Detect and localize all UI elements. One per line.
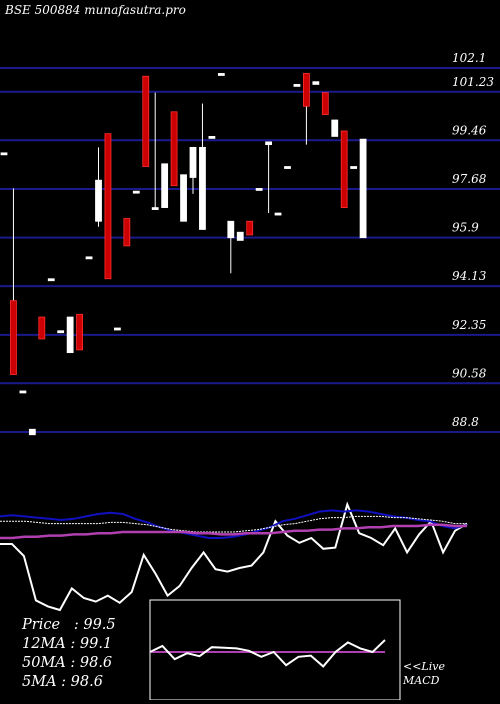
candle-body (28, 428, 36, 436)
candle-body (208, 136, 216, 139)
candle-body (293, 84, 301, 87)
candle-body (312, 81, 320, 85)
candle-body (132, 190, 140, 194)
candle-body (47, 278, 55, 282)
candle-body (19, 390, 27, 394)
y-tick-label: 95.9 (452, 221, 479, 235)
candle-body (236, 231, 244, 241)
candle-body (123, 218, 131, 247)
candle-body (255, 188, 263, 191)
candle-body (321, 92, 329, 115)
candle-body (246, 220, 254, 236)
candle-body (340, 130, 348, 208)
y-tick-label: 101.23 (452, 75, 494, 89)
macd-name-label: MACD (403, 674, 440, 687)
y-tick-label: 90.58 (452, 366, 487, 380)
candle-body (10, 300, 17, 375)
indicator-line (0, 509, 468, 539)
candle-body (104, 133, 112, 280)
indicator-line (0, 515, 467, 533)
candle-body (199, 146, 206, 230)
y-tick-label: 102.1 (452, 51, 486, 65)
indicator-line (0, 523, 467, 540)
chart-title: BSE 500884 munafasutra.pro (5, 3, 186, 17)
candle-body (76, 313, 83, 351)
candle-body (38, 316, 46, 340)
candle-body (274, 212, 282, 216)
candle-body (57, 330, 65, 334)
macd-label: <<Live MACD (403, 660, 445, 688)
candle-body (170, 111, 178, 187)
candle-body (302, 73, 310, 107)
candle-body (114, 327, 121, 331)
candle-body (142, 75, 150, 167)
candle-body (0, 152, 8, 156)
y-tick-label: 92.35 (452, 318, 486, 332)
y-tick-label: 97.68 (452, 172, 487, 186)
candle-body (85, 256, 93, 260)
candle-body (284, 166, 291, 169)
indicator-line (0, 501, 468, 612)
candle-body (189, 146, 197, 178)
candle-body (66, 316, 74, 354)
ma50-stat: 50MA : 98.6 (22, 655, 113, 671)
y-tick-label: 94.13 (452, 269, 487, 283)
candle-body (350, 166, 358, 169)
candle-body (95, 179, 102, 222)
candle-body (227, 220, 235, 239)
candle-body (331, 119, 339, 137)
candle-body (265, 141, 273, 146)
price-stat: Price : 99.5 (22, 617, 116, 633)
y-tick-label: 99.46 (452, 123, 487, 137)
candle-body (217, 73, 225, 76)
candle-body (161, 163, 169, 208)
y-tick-label: 88.8 (452, 415, 479, 429)
candle-body (151, 207, 159, 210)
macd-live-label: <<Live (403, 660, 445, 673)
ma12-stat: 12MA : 99.1 (22, 636, 113, 652)
candle-body (180, 174, 187, 222)
candle-body (359, 138, 367, 239)
stats-panel: Price : 99.5 12MA : 99.1 50MA : 98.6 5MA… (22, 616, 116, 692)
ma5-stat: 5MA : 98.6 (22, 674, 103, 690)
macd-line (149, 639, 386, 668)
